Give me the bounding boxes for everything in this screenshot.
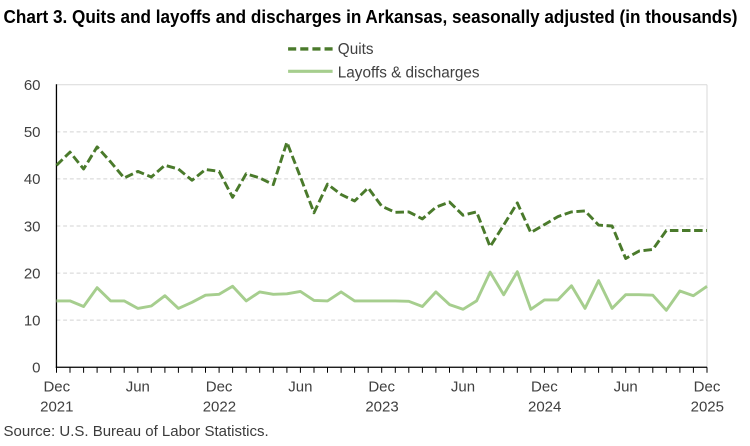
svg-text:2025: 2025 — [691, 398, 724, 415]
svg-text:Jun: Jun — [288, 379, 312, 396]
svg-text:50: 50 — [24, 124, 41, 141]
svg-text:Chart 3. Quits and layoffs and: Chart 3. Quits and layoffs and discharge… — [4, 6, 738, 27]
svg-text:Quits: Quits — [338, 41, 374, 58]
svg-text:0: 0 — [32, 360, 40, 377]
svg-text:10: 10 — [24, 312, 41, 329]
svg-text:Jun: Jun — [451, 379, 475, 396]
svg-text:2024: 2024 — [528, 398, 561, 415]
svg-text:Dec: Dec — [368, 379, 395, 396]
svg-text:2023: 2023 — [365, 398, 398, 415]
svg-text:60: 60 — [24, 77, 41, 94]
svg-text:2021: 2021 — [40, 398, 73, 415]
svg-text:40: 40 — [24, 171, 41, 188]
svg-text:Dec: Dec — [531, 379, 558, 396]
svg-text:2022: 2022 — [203, 398, 236, 415]
svg-text:Dec: Dec — [694, 379, 721, 396]
svg-text:30: 30 — [24, 218, 41, 235]
svg-text:Source: U.S. Bureau of Labor S: Source: U.S. Bureau of Labor Statistics. — [4, 423, 269, 440]
svg-text:Jun: Jun — [126, 379, 150, 396]
svg-text:Layoffs & discharges: Layoffs & discharges — [338, 64, 480, 81]
svg-text:Dec: Dec — [206, 379, 233, 396]
svg-text:20: 20 — [24, 265, 41, 282]
svg-text:Dec: Dec — [43, 379, 70, 396]
svg-text:Jun: Jun — [614, 379, 638, 396]
